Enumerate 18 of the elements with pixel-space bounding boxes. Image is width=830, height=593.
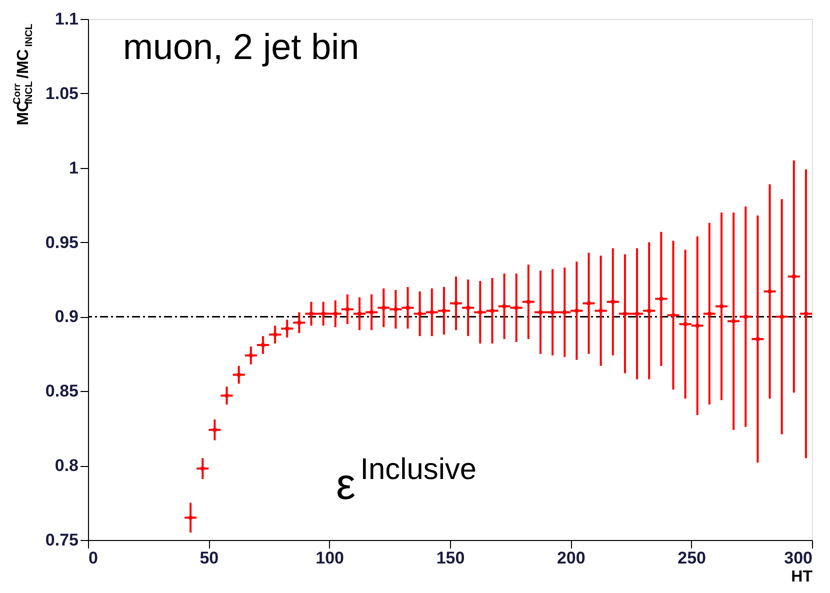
x-tick-label: 200 <box>556 548 586 568</box>
x-tick-label: 0 <box>88 548 98 568</box>
y-tick-label: 0.75 <box>45 530 78 550</box>
annotation: muon, 2 jet bin <box>123 26 360 67</box>
x-tick-label: 250 <box>678 548 706 568</box>
y-axis-title: MCCorrINCL/MCINCL <box>12 24 35 126</box>
y-tick-label: 0.9 <box>54 307 78 326</box>
x-tick-label: 50 <box>200 548 219 568</box>
x-tick-label: 150 <box>436 548 465 568</box>
x-axis-title: HT <box>791 568 813 586</box>
x-tick-label: 100 <box>316 548 344 568</box>
y-tick-label: 0.85 <box>45 382 78 401</box>
y-tick-label: 1.05 <box>45 84 78 103</box>
x-tick-label: 300 <box>784 548 812 568</box>
y-tick-label: 1.1 <box>54 10 78 28</box>
y-tick-label: 0.8 <box>54 456 78 476</box>
y-tick-label: 1 <box>69 158 78 178</box>
y-tick-label: 0.95 <box>45 232 78 252</box>
